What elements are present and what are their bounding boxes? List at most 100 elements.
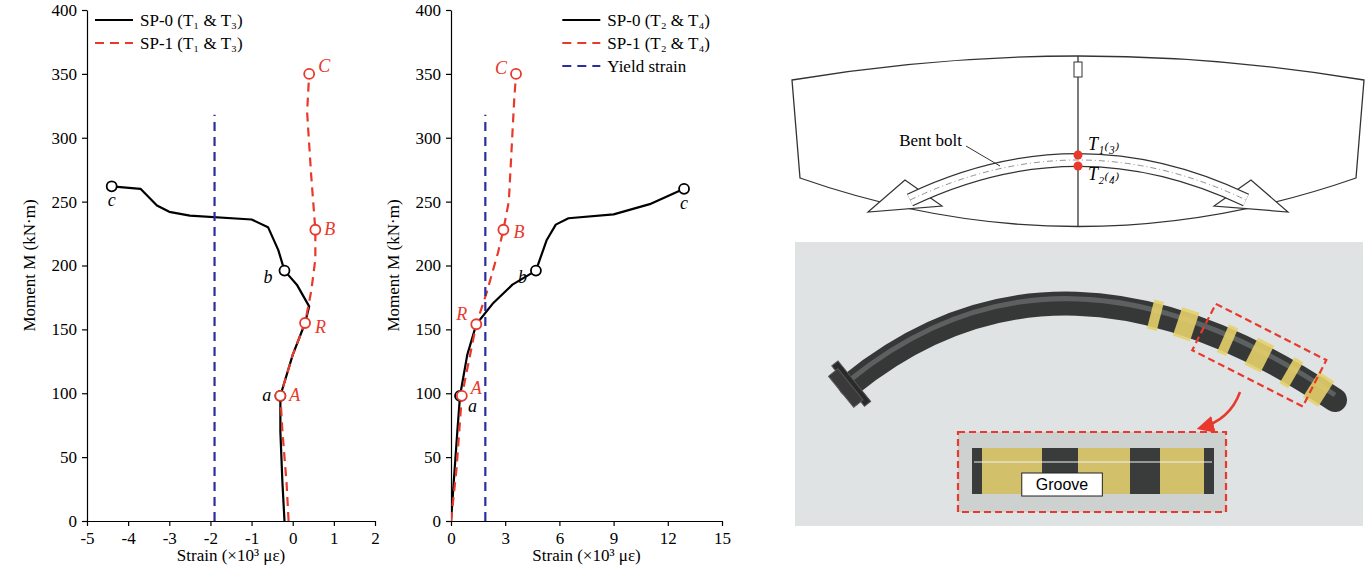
y-tick-label: 200 (52, 256, 78, 275)
y-tick: 300 (416, 129, 452, 148)
annotation-point (279, 266, 289, 276)
x-axis: 03691215 (447, 521, 731, 548)
x-axis-title: Strain (×10³ με) (177, 546, 285, 565)
y-tick-mark (446, 457, 451, 458)
y-tick: 150 (416, 320, 452, 339)
y-tick-label: 0 (69, 512, 78, 531)
y-tick: 400 (52, 1, 88, 20)
annotation-label: B (324, 219, 335, 239)
joint-diagram: T₁₍₃₎T₂₍₄₎Bent bolt (792, 56, 1364, 227)
annotation-point (531, 266, 541, 276)
y-axis-title: Moment M (kN·m) (384, 199, 403, 331)
gauge-point (1074, 162, 1083, 171)
x-tick-label: 0 (447, 529, 456, 548)
x-tick: 3 (501, 521, 510, 548)
bolt-label: Bent bolt (899, 131, 962, 150)
annotation-label: b (263, 267, 272, 287)
figure: -5-4-3-2-1012050100150200250300350400Str… (0, 0, 1368, 570)
legend: SP-0 (T₁ & T₃) SP-1 (T₁ & T₃) (95, 11, 243, 53)
lining-segments (792, 56, 1364, 227)
y-tick-mark (446, 265, 451, 266)
annotation-label: C (495, 58, 508, 78)
x-tick-mark (251, 521, 252, 526)
y-tick: 50 (424, 448, 451, 467)
x-tick-mark (505, 521, 506, 526)
legend-label: SP-1 (T₁ & T₃) (140, 34, 243, 53)
x-tick-label: 0 (289, 529, 298, 548)
x-tick-mark (87, 521, 88, 526)
legend-label: SP-1 (T₂ & T₄) (607, 34, 710, 53)
y-tick: 50 (60, 448, 87, 467)
x-tick-mark (334, 521, 335, 526)
x-axis-line (88, 521, 376, 522)
x-tick-label: 3 (501, 529, 510, 548)
y-tick-label: 100 (52, 384, 78, 403)
series-line (213, 115, 215, 521)
legend-swatch (562, 65, 600, 67)
series-line (280, 74, 315, 521)
x-tick-label: -3 (163, 529, 177, 548)
y-tick-mark (446, 329, 451, 330)
series-line (484, 115, 486, 521)
y-tick-label: 150 (52, 320, 78, 339)
annotation-label: a (262, 385, 271, 405)
inset-tape (1160, 448, 1204, 494)
x-tick-mark (613, 521, 614, 526)
legend: SP-0 (T₂ & T₄)SP-1 (T₂ & T₄)Yield strain (562, 11, 710, 76)
annotation-label: c (680, 193, 688, 213)
x-axis-title: Strain (×10³ με) (532, 546, 640, 565)
x-tick-mark (668, 521, 669, 526)
x-tick-label: 1 (330, 529, 339, 548)
series-line (451, 74, 516, 521)
y-tick-mark (446, 202, 451, 203)
x-tick-mark (559, 521, 560, 526)
x-tick: -4 (122, 521, 137, 548)
plot-area (107, 69, 321, 521)
legend-label: SP-0 (T₂ & T₄) (607, 11, 710, 30)
groove-label-ground (1022, 473, 1103, 496)
annotation-label: b (518, 267, 527, 287)
inset-groove (974, 461, 1212, 462)
groove-label-box: Groove (1022, 473, 1103, 496)
photo-tape (1244, 338, 1274, 373)
x-tick-mark (128, 521, 129, 526)
annotation-label: A (288, 385, 301, 405)
y-axis-line (87, 11, 88, 522)
x-tick: 15 (714, 521, 731, 548)
bent-bolt-outline (910, 160, 1246, 200)
photo-tape (1280, 357, 1304, 388)
annotation-point (498, 225, 508, 235)
y-tick-mark (82, 202, 87, 203)
plot-area (451, 69, 689, 521)
x-tick-mark (722, 521, 723, 526)
y-tick: 250 (52, 193, 88, 212)
y-axis: 050100150200250300350400 (416, 1, 452, 531)
y-tick-label: 50 (60, 448, 77, 467)
annotation-point (457, 391, 467, 401)
annotation-label: a (468, 396, 477, 416)
x-tick: 12 (660, 521, 677, 548)
y-tick-mark (82, 457, 87, 458)
y-axis-line (451, 11, 452, 522)
y-tick: 200 (52, 256, 88, 275)
x-tick-label: 15 (714, 529, 731, 548)
legend-swatch (562, 42, 600, 44)
y-tick-mark (446, 74, 451, 75)
x-tick: 0 (289, 521, 298, 548)
y-tick-mark (82, 393, 87, 394)
y-tick-label: 200 (416, 256, 442, 275)
y-tick: 150 (52, 320, 88, 339)
x-tick-mark (169, 521, 170, 526)
annotation-label: c (108, 190, 116, 210)
y-tick-label: 100 (416, 384, 442, 403)
joint-line (1077, 56, 1078, 227)
x-tick-mark (210, 521, 211, 526)
y-tick-mark (446, 138, 451, 139)
x-tick: -2 (204, 521, 218, 548)
y-tick-label: 350 (416, 65, 442, 84)
photo-tape (1303, 372, 1334, 407)
x-tick-label: -4 (122, 529, 137, 548)
legend-label: SP-0 (T₁ & T₃) (140, 11, 243, 30)
y-tick: 0 (69, 512, 88, 531)
y-tick: 300 (52, 129, 88, 148)
